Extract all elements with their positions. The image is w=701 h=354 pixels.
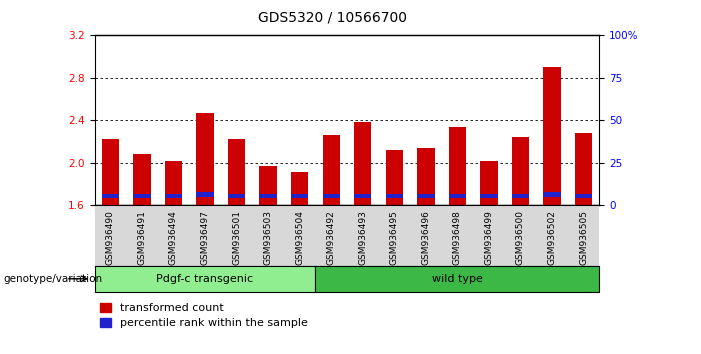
Text: GSM936498: GSM936498 — [453, 210, 462, 265]
Bar — [291, 172, 308, 205]
Text: GSM936504: GSM936504 — [295, 210, 304, 265]
Text: GSM936497: GSM936497 — [200, 210, 210, 265]
Bar — [133, 154, 151, 205]
Bar — [228, 139, 245, 205]
Bar — [133, 194, 151, 198]
Bar — [95, 266, 315, 292]
Bar — [386, 150, 403, 205]
Bar — [259, 194, 277, 198]
Text: GSM936499: GSM936499 — [484, 210, 494, 265]
Bar — [575, 133, 592, 205]
Bar — [102, 194, 119, 198]
Bar — [480, 194, 498, 198]
Bar — [417, 194, 435, 198]
Bar — [165, 194, 182, 198]
Text: GSM936502: GSM936502 — [547, 210, 557, 265]
Bar — [354, 194, 372, 198]
Bar — [354, 122, 372, 205]
Bar — [480, 161, 498, 205]
Bar — [575, 194, 592, 198]
Bar — [449, 127, 466, 205]
Text: GSM936494: GSM936494 — [169, 210, 178, 265]
Bar — [228, 194, 245, 198]
Text: GSM936503: GSM936503 — [264, 210, 273, 265]
Bar — [196, 192, 214, 197]
Text: GSM936490: GSM936490 — [106, 210, 115, 265]
Bar — [417, 148, 435, 205]
Text: GSM936491: GSM936491 — [137, 210, 147, 265]
Bar — [512, 194, 529, 198]
Bar — [322, 194, 340, 198]
Bar — [196, 113, 214, 205]
Text: genotype/variation: genotype/variation — [4, 274, 102, 284]
Bar — [386, 194, 403, 198]
Text: wild type: wild type — [432, 274, 483, 284]
Bar — [543, 67, 561, 205]
Bar — [259, 166, 277, 205]
Bar — [543, 192, 561, 197]
Text: GSM936496: GSM936496 — [421, 210, 430, 265]
Legend: transformed count, percentile rank within the sample: transformed count, percentile rank withi… — [100, 303, 308, 328]
Bar — [165, 161, 182, 205]
Text: GSM936500: GSM936500 — [516, 210, 525, 265]
Bar — [322, 135, 340, 205]
Bar — [512, 137, 529, 205]
Bar — [291, 194, 308, 198]
Text: GDS5320 / 10566700: GDS5320 / 10566700 — [259, 11, 407, 25]
Bar — [315, 266, 599, 292]
Bar — [449, 194, 466, 198]
Text: GSM936495: GSM936495 — [390, 210, 399, 265]
Text: Pdgf-c transgenic: Pdgf-c transgenic — [156, 274, 254, 284]
Text: GSM936501: GSM936501 — [232, 210, 241, 265]
Text: GSM936493: GSM936493 — [358, 210, 367, 265]
Text: GSM936505: GSM936505 — [579, 210, 588, 265]
Text: GSM936492: GSM936492 — [327, 210, 336, 265]
Bar — [102, 139, 119, 205]
